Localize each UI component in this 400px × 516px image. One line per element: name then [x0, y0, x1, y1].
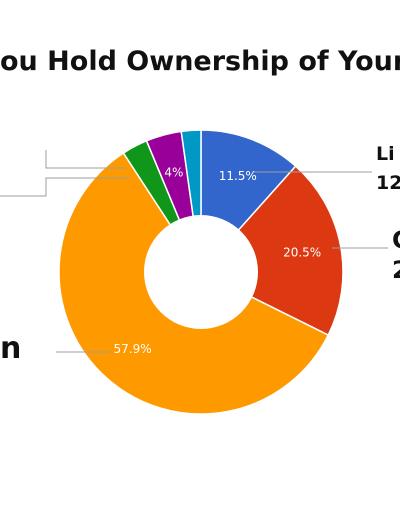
slice-data-label: 57.9%: [114, 342, 152, 356]
leader-line-purple-slice: [0, 177, 130, 197]
outer-label-blue-line1: Li: [376, 143, 395, 165]
leader-lines: [0, 150, 388, 353]
slice-data-label: 20.5%: [283, 246, 321, 260]
outer-label-blue-line2: 12: [376, 172, 400, 194]
donut-slice: [199, 165, 344, 337]
outer-label-red-line2: 2: [392, 256, 400, 284]
leader-line-green-slice: [45, 150, 126, 169]
slice-data-label: 4%: [164, 166, 183, 180]
slice-data-label: 11.5%: [219, 169, 257, 183]
outer-label-red-line1: C: [392, 226, 400, 254]
outer-label-orange-line1: n: [0, 331, 21, 366]
slice-labels: 11.5% 20.5% 57.9% 4%: [114, 166, 322, 356]
donut-hole: [144, 215, 258, 329]
chart-title: ou Hold Ownership of Your: [0, 46, 400, 77]
